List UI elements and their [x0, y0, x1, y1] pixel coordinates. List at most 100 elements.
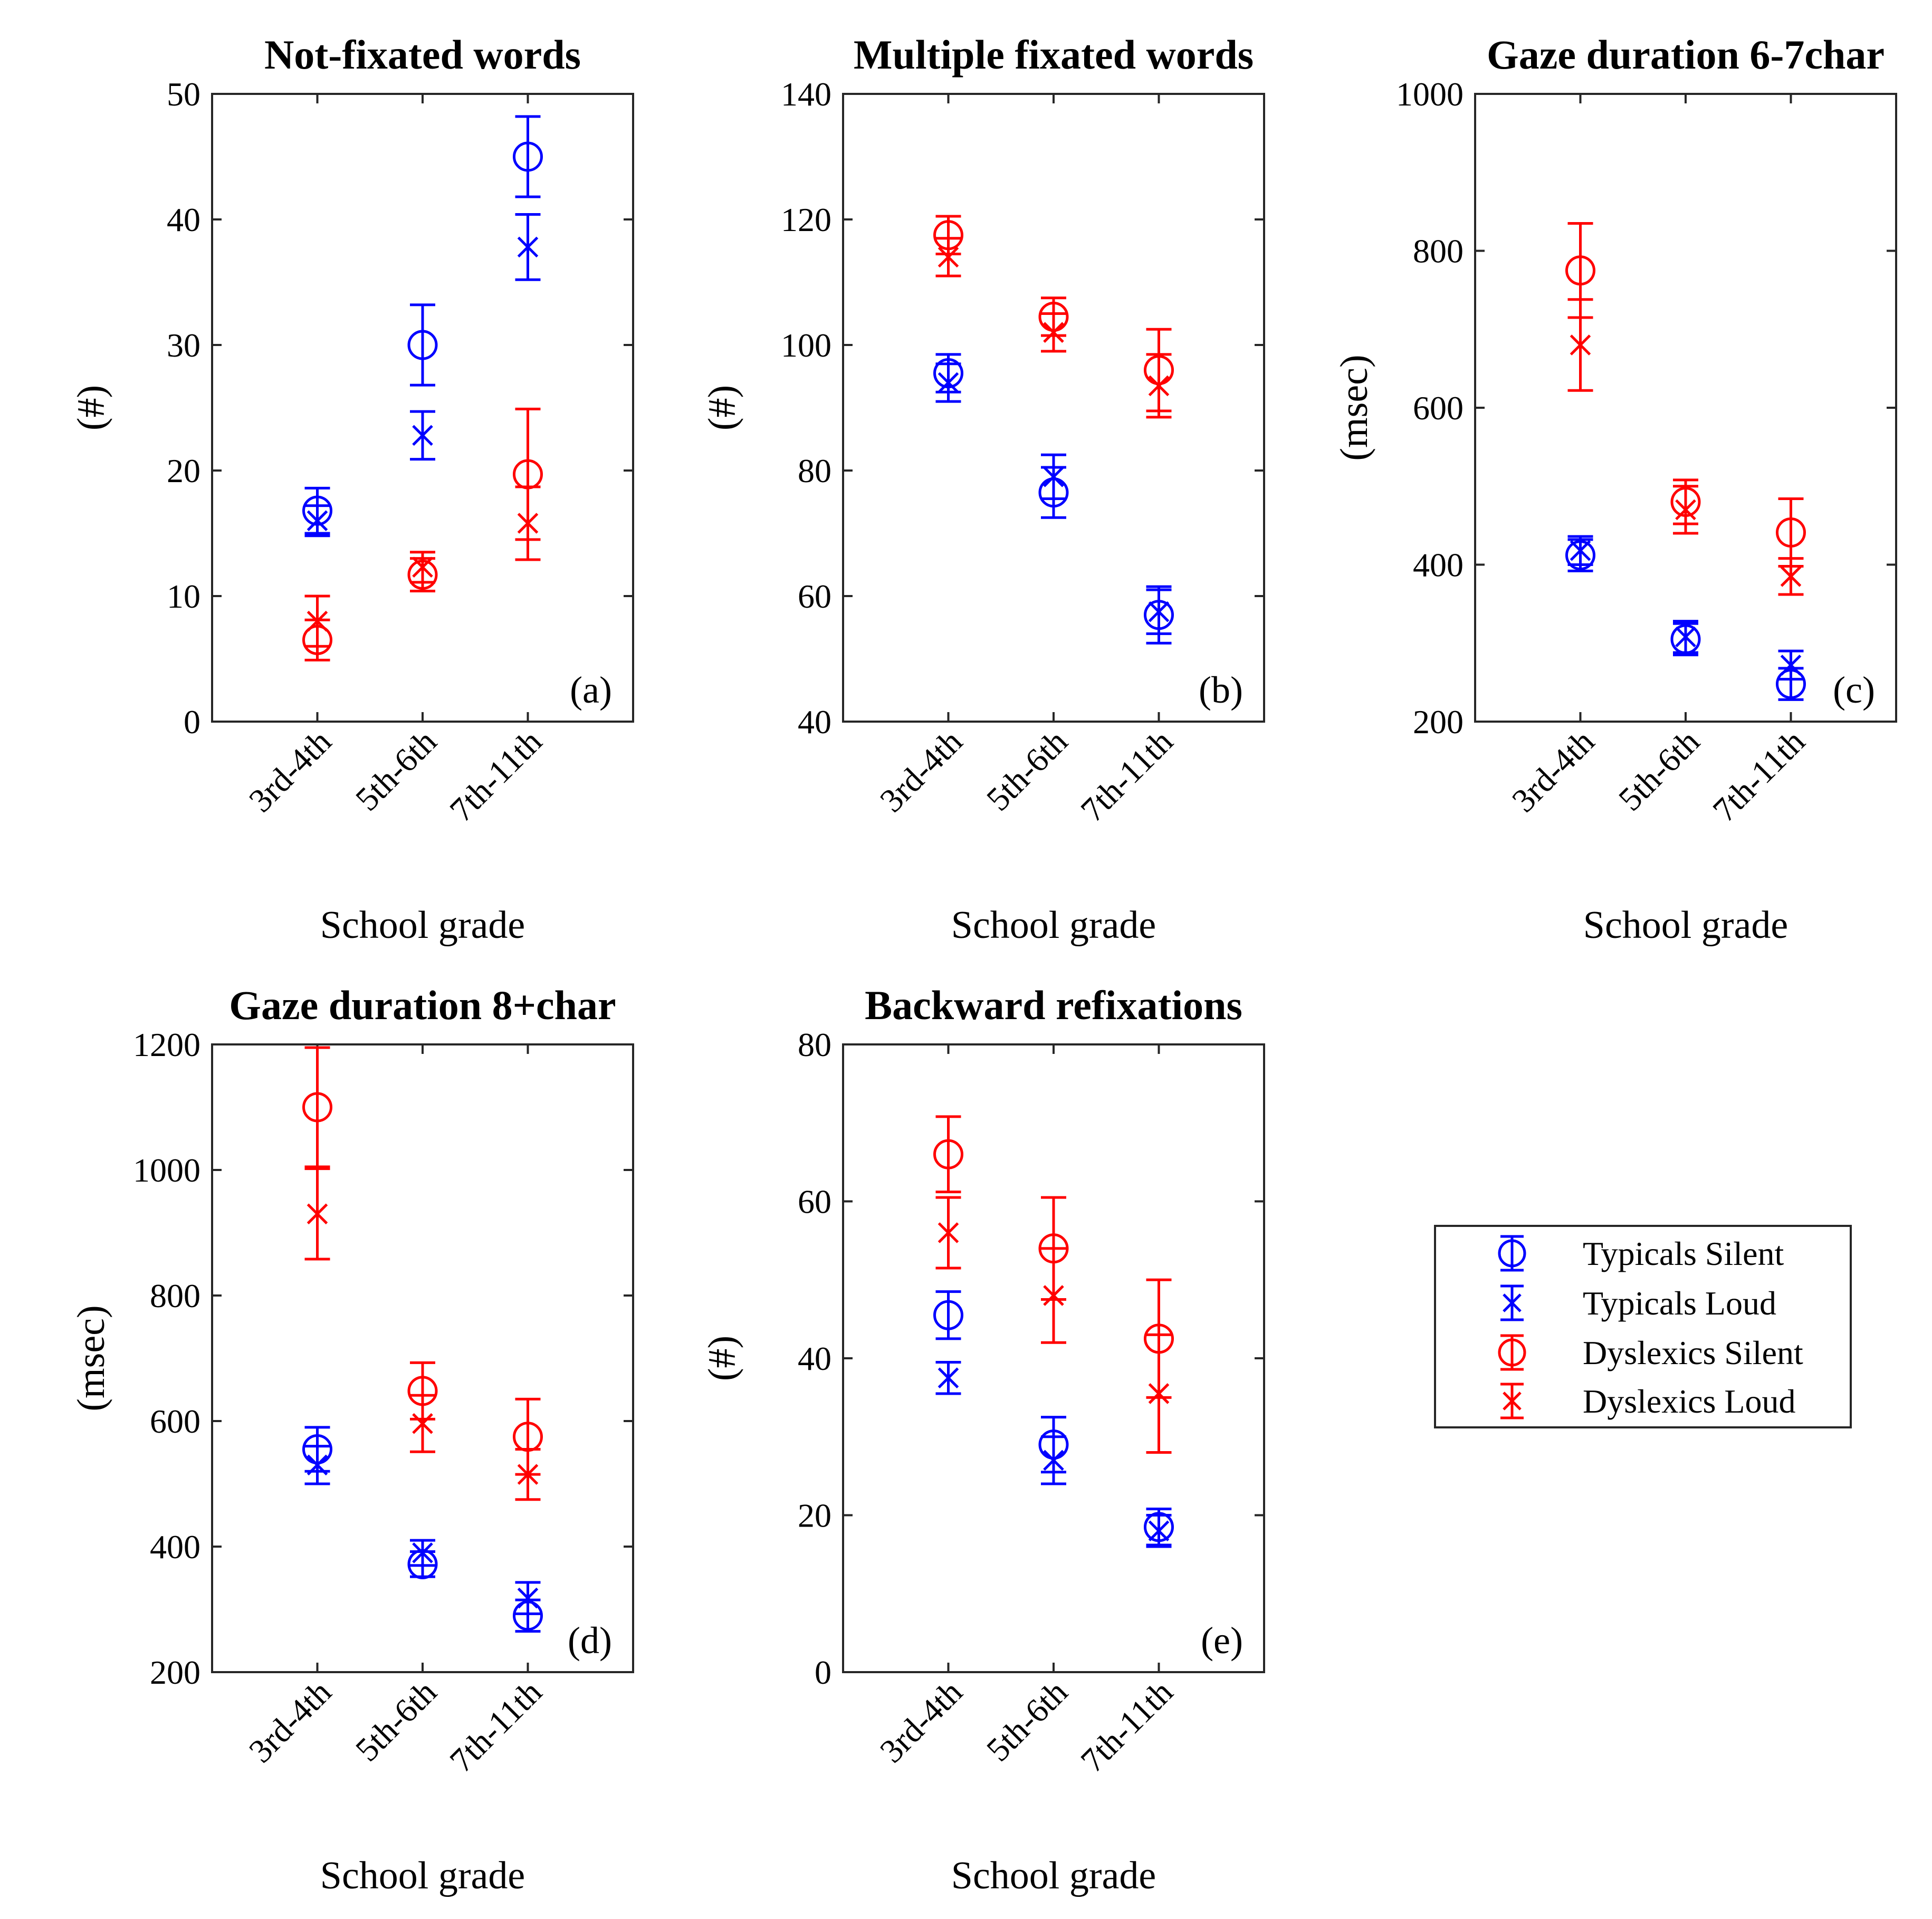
panel-letter: (e)	[1201, 1619, 1243, 1662]
x-tick-label: 5th-6th	[979, 1673, 1075, 1769]
data-point-x	[1148, 1383, 1170, 1404]
series-typicals-loud	[304, 1445, 541, 1615]
y-tick-label: 80	[798, 1026, 831, 1063]
legend-x-marker	[1503, 1293, 1522, 1312]
x-stroke	[1148, 1520, 1170, 1542]
data-point-circle	[1776, 517, 1806, 548]
x-stroke	[517, 1464, 539, 1485]
panel-letter: (c)	[1833, 669, 1875, 711]
data-point-circle	[933, 1300, 963, 1330]
chart-panel-d: 200 400 600 800 1000 1200 3rd-4th 5th-6th7th-11…	[70, 982, 634, 1897]
data-point-x	[307, 1203, 328, 1225]
x-tick-label: 3rd-4th	[873, 723, 969, 819]
y-tick-label: 1000	[1396, 75, 1464, 113]
series-typicals-silent	[1565, 538, 1806, 701]
x-stroke	[938, 1222, 959, 1243]
x-stroke	[1780, 566, 1802, 587]
series-dyslexics-loud	[1567, 298, 1804, 596]
data-point-x	[1148, 601, 1170, 622]
axes-box	[211, 93, 634, 723]
x-tick-label: 7th-11th	[1706, 723, 1812, 829]
x-stroke	[1043, 1450, 1064, 1471]
y-tick-label: 50	[167, 75, 200, 113]
data-point-x	[1043, 466, 1064, 487]
y-tick-label: 800	[150, 1277, 200, 1314]
x-tick-label: 7th-11th	[443, 1673, 549, 1780]
chart-title: Backward refixations	[865, 982, 1242, 1028]
x-stroke	[1780, 655, 1802, 676]
x-stroke	[938, 372, 959, 394]
legend-circle-marker	[1498, 1239, 1526, 1268]
x-stroke	[412, 1542, 433, 1563]
legend-entry: Dyslexics Loud	[1500, 1383, 1796, 1420]
chart-title: Multiple fixated words	[854, 32, 1254, 78]
x-tick-label: 5th-6th	[979, 723, 1075, 818]
series-typicals-silent	[302, 115, 543, 535]
y-tick-label: 10	[167, 578, 200, 615]
y-tick-label: 40	[798, 1340, 831, 1377]
data-point-x	[307, 1454, 328, 1476]
legend: Typicals Silent Typicals Loud Dyslexics Si…	[1434, 1225, 1852, 1428]
y-axis-label: (#)	[701, 385, 744, 430]
data-point-circle	[513, 141, 543, 172]
x-tick-label: 3rd-4th	[873, 1673, 969, 1770]
y-tick-label: 20	[167, 452, 200, 490]
data-point-x	[1780, 655, 1802, 676]
y-tick-label: 30	[167, 327, 200, 364]
x-stroke	[1675, 626, 1696, 648]
legend-circle-marker	[1498, 1338, 1526, 1367]
series-typicals-loud	[935, 1360, 1172, 1548]
x-stroke	[307, 1454, 328, 1476]
legend-label: Dyslexics Silent	[1583, 1334, 1803, 1371]
data-point-circle	[302, 1092, 332, 1122]
x-axis-label: School grade	[951, 904, 1156, 947]
x-stroke	[517, 1587, 539, 1609]
x-stroke	[1148, 601, 1170, 622]
data-point-x	[1043, 1285, 1064, 1306]
series-typicals-loud	[1567, 535, 1804, 681]
data-point-x	[517, 513, 539, 534]
x-axis-label: School grade	[320, 904, 525, 947]
y-tick-label: 80	[798, 452, 831, 490]
data-point-x	[1148, 1520, 1170, 1542]
x-tick-label: 7th-11th	[443, 723, 549, 829]
data-point-x	[517, 236, 539, 258]
legend-label: Dyslexics Loud	[1583, 1383, 1796, 1420]
x-stroke	[307, 510, 328, 531]
series-typicals-loud	[304, 213, 541, 538]
x-stroke	[517, 513, 539, 534]
x-tick-label: 5th-6th	[348, 1673, 444, 1769]
data-point-x	[307, 610, 328, 632]
x-tick-label: 3rd-4th	[1505, 723, 1601, 819]
x-stroke	[1043, 466, 1064, 487]
y-tick-label: 40	[167, 201, 200, 238]
y-tick-label: 20	[798, 1497, 831, 1534]
y-axis-label: (#)	[701, 1336, 744, 1381]
y-tick-label: 1000	[133, 1152, 200, 1189]
y-axis-label: (msec)	[70, 1305, 113, 1411]
x-stroke	[1043, 1285, 1064, 1306]
data-point-x	[1570, 540, 1591, 561]
data-point-x	[412, 556, 433, 578]
y-tick-label: 40	[798, 703, 831, 741]
x-axis-label: School grade	[1583, 904, 1788, 947]
series-dyslexics-loud	[935, 237, 1172, 419]
axes-box	[842, 1043, 1265, 1673]
series-typicals-loud	[935, 362, 1172, 635]
y-tick-label: 60	[798, 1183, 831, 1221]
y-tick-label: 600	[150, 1403, 200, 1440]
y-tick-label: 200	[150, 1654, 200, 1691]
data-point-x	[1675, 626, 1696, 648]
y-tick-label: 600	[1413, 389, 1464, 427]
x-stroke	[517, 236, 539, 258]
data-point-x	[1780, 566, 1802, 587]
x-stroke	[1148, 1383, 1170, 1404]
x-stroke	[1675, 499, 1696, 521]
x-tick-label: 7th-11th	[1074, 1673, 1180, 1780]
x-tick-label: 5th-6th	[348, 723, 444, 818]
data-point-x	[517, 1587, 539, 1609]
series-typicals-silent	[302, 1426, 543, 1633]
y-axis-label: (msec)	[1333, 354, 1376, 460]
